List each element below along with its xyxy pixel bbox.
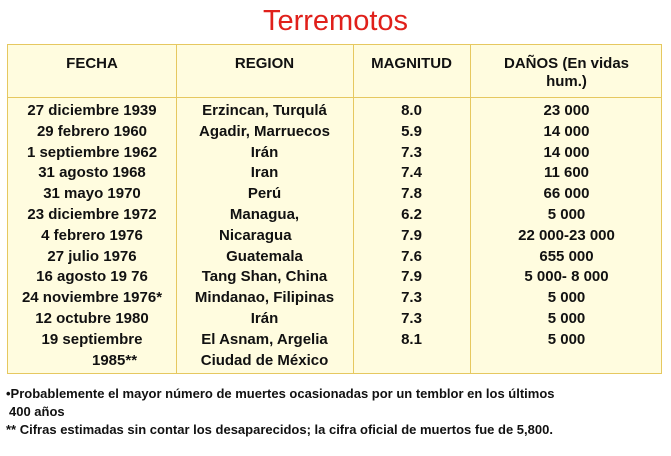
fecha-cell: 24 noviembre 1976*: [21, 289, 163, 307]
page-title: Terremotos: [262, 5, 409, 37]
column-danos: 23 000 14 000 14 000 11 600 66 000 5 000 22 00…: [470, 101, 663, 371]
region-cell: Guatemala: [226, 247, 303, 265]
fecha-cell: 23 diciembre 1972: [27, 205, 157, 223]
fecha-cell: 16 agosto 19 76: [36, 268, 148, 286]
region-cell: El Asnam, Argelia: [201, 330, 328, 348]
region-cell: Iran: [250, 164, 279, 182]
fecha-cell: 1985**: [92, 351, 138, 369]
header-fecha: FECHA: [66, 55, 118, 72]
earthquake-table: FECHA REGION MAGNITUD DAÑOS (En vidas hu…: [7, 44, 662, 374]
magnitud-cell: 7.9: [401, 226, 422, 244]
footnotes: •Probablemente el mayor número de muerte…: [6, 385, 666, 439]
fecha-cell: 27 julio 1976: [47, 247, 137, 265]
magnitud-cell: 8.1: [401, 330, 422, 348]
magnitud-cell: 5.9: [401, 122, 422, 140]
danos-cell: 23 000: [543, 102, 590, 119]
region-cell: Ciudad de México: [200, 351, 329, 369]
header-danos-line1: DAÑOS (En vidas: [503, 55, 630, 72]
danos-cell: 11 600: [543, 164, 590, 182]
danos-cell: 5 000: [547, 330, 586, 348]
column-fecha: 27 diciembre 1939 29 febrero 1960 1 septie…: [8, 101, 176, 371]
fecha-cell: 31 mayo 1970: [43, 185, 141, 203]
fecha-cell: 31 agosto 1968: [38, 164, 146, 182]
magnitud-cell: 8.0: [401, 102, 422, 119]
danos-cell: 5 000: [547, 309, 586, 327]
magnitud-cell: [353, 351, 470, 372]
danos-cell: 22 000-23 000: [518, 226, 615, 244]
region-cell: Tang Shan, China: [201, 268, 328, 286]
column-divider: [176, 45, 177, 373]
fecha-cell: 1 septiembre 1962: [26, 143, 158, 161]
magnitud-cell: 7.3: [401, 289, 422, 307]
magnitud-cell: 7.6: [401, 247, 422, 265]
fecha-cell: 29 febrero 1960: [36, 122, 148, 140]
danos-cell: 5 000: [547, 205, 586, 223]
danos-cell: 66 000: [543, 185, 590, 203]
region-cell: Perú: [247, 185, 282, 203]
column-divider: [353, 45, 354, 373]
magnitud-cell: 7.3: [401, 143, 422, 161]
footnote-2: ** Cifras estimadas sin contar los desap…: [6, 422, 553, 437]
footnote-1-cont: 400 años: [9, 404, 65, 419]
danos-cell: 5 000: [547, 289, 586, 307]
header-divider: [8, 97, 661, 98]
region-cell: Irán: [250, 309, 279, 327]
region-cell: Erzincan, Turqulá: [202, 102, 327, 119]
magnitud-cell: 7.3: [401, 309, 422, 327]
footnote-1: •Probablemente el mayor número de muerte…: [6, 386, 555, 401]
fecha-cell: 4 febrero 1976: [41, 226, 143, 244]
danos-cell: 5 000- 8 000: [524, 268, 609, 286]
fecha-cell: 12 octubre 1980: [35, 309, 149, 327]
magnitud-cell: 7.9: [401, 268, 422, 286]
region-cell: Agadir, Marruecos: [199, 122, 330, 140]
column-divider: [470, 45, 471, 373]
danos-cell: 14 000: [543, 122, 590, 140]
header-region: REGION: [234, 55, 295, 72]
magnitud-cell: 7.8: [401, 185, 422, 203]
magnitud-cell: 7.4: [401, 164, 422, 182]
column-magnitud: 8.0 5.9 7.3 7.4 7.8 6.2 7.9 7.6 7.9 7.3 7.3 8.1: [353, 101, 470, 371]
magnitud-cell: 6.2: [401, 205, 422, 223]
fecha-cell: 27 diciembre 1939: [27, 102, 157, 119]
column-region: Erzincan, Turqulá Agadir, Marruecos Irán Ir…: [176, 101, 353, 371]
danos-cell: 655 000: [539, 247, 594, 265]
region-cell: Mindanao, Filipinas: [194, 289, 335, 307]
header-danos: DAÑOS (En vidas hum.): [470, 55, 663, 91]
region-cell: Managua,: [229, 205, 300, 223]
fecha-cell: 19 septiembre: [41, 330, 143, 348]
header-magnitud: MAGNITUD: [371, 55, 452, 72]
region-cell: Irán: [250, 143, 279, 161]
region-cell: Nicaragua: [219, 226, 292, 244]
danos-cell: 14 000: [543, 143, 590, 161]
header-danos-line2: hum.): [546, 73, 587, 90]
danos-cell: [470, 351, 663, 372]
